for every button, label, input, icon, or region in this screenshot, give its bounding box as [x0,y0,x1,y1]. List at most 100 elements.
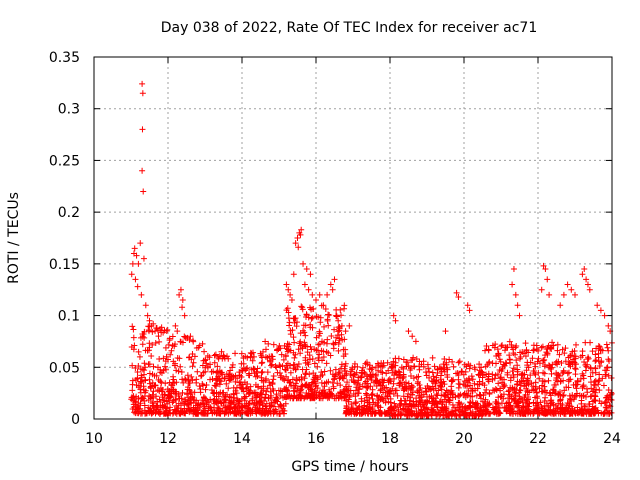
data-point [279,388,286,395]
data-point [383,384,390,391]
data-point [140,255,147,262]
data-point [174,328,181,335]
data-point [602,398,609,405]
data-point [219,371,226,378]
data-point [511,389,518,396]
data-point [183,391,190,398]
data-point [321,368,328,375]
data-point [213,380,220,387]
data-point [248,350,255,357]
data-point [373,371,380,378]
data-point [554,341,561,348]
data-point [232,350,239,357]
data-point [606,394,613,401]
data-point [171,362,178,369]
data-point [309,355,316,362]
data-point [289,376,296,383]
data-point [541,378,548,385]
data-point [391,375,398,382]
data-point [587,408,594,415]
data-point [406,407,413,414]
data-point [283,281,290,288]
data-point [157,325,164,332]
data-point [249,409,256,416]
data-point [184,401,191,408]
data-point [514,368,521,375]
data-point [558,359,565,366]
data-point [449,408,456,415]
data-point [483,409,490,416]
data-point [455,376,462,383]
data-point [329,286,336,293]
data-point [364,399,371,406]
data-point [368,366,375,373]
data-point [167,351,174,358]
data-point [319,372,326,378]
data-point [503,408,510,415]
data-point [302,332,309,339]
data-point [323,360,330,367]
data-point [188,356,195,363]
data-point [218,400,225,407]
y-axis-label: ROTI / TECUs [6,192,22,284]
data-point [548,364,555,371]
data-point [161,403,168,410]
data-point [473,404,480,411]
data-point [497,393,504,400]
data-point [135,362,142,369]
data-point [379,382,386,389]
data-point [247,354,254,361]
data-point [583,276,590,283]
data-point [313,297,319,304]
data-point [146,317,153,324]
data-point [338,365,345,372]
data-point [402,379,409,386]
data-point [194,368,201,375]
data-point [410,354,417,361]
data-point [398,400,405,407]
data-point [511,386,518,393]
data-point [452,407,459,414]
data-point [375,409,382,416]
data-point [154,364,161,371]
data-point [603,341,610,348]
data-point [440,361,447,368]
data-point [304,349,311,356]
data-point [308,380,315,387]
data-point [469,376,476,383]
data-point [526,400,533,407]
data-point [138,291,145,298]
data-point [297,350,304,357]
data-point [131,409,138,416]
data-point [400,406,407,413]
data-point [401,401,408,408]
data-point [387,390,394,397]
x-tick-label: 12 [159,431,177,447]
chart-title: Day 038 of 2022, Rate Of TEC Index for r… [161,20,537,36]
data-point [589,398,596,405]
data-point [266,353,273,360]
data-point [139,394,146,401]
data-point [497,375,504,382]
data-point [225,410,232,417]
data-point [589,369,596,376]
data-point [345,396,352,403]
data-point [221,375,228,382]
data-point [160,397,167,404]
data-point [224,353,231,360]
y-tick-label: 0.1 [58,309,80,325]
data-point [497,374,504,381]
data-point [572,366,579,373]
data-point [463,363,470,370]
data-point [527,410,534,417]
data-point [145,326,152,333]
data-point [435,387,442,394]
x-tick-label: 14 [233,431,251,447]
data-point [599,375,606,382]
data-point [485,401,492,408]
data-point [332,339,339,346]
data-point [232,378,239,385]
data-point [396,380,403,387]
data-point [246,372,253,379]
data-point [202,356,209,363]
